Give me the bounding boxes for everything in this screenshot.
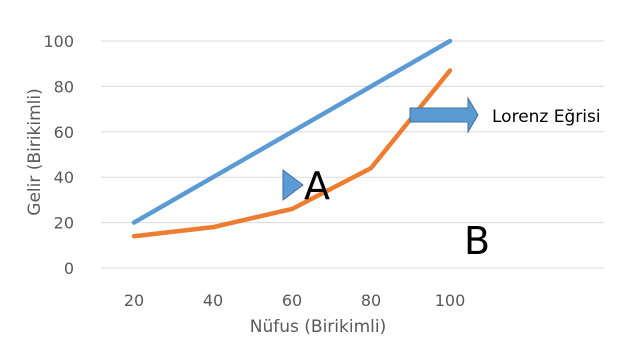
y-tick-label: 40 [54, 168, 74, 187]
y-tick-label: 0 [64, 259, 74, 278]
x-tick-label: 20 [124, 291, 144, 310]
lorenz-arrow-icon [409, 96, 479, 134]
series-lines [131, 38, 453, 239]
y-axis-title: Gelir (Birikimli) [25, 88, 45, 215]
x-tick-label: 60 [282, 291, 302, 310]
gridlines [101, 40, 604, 269]
lorenz-curve-label: Lorenz Eğrisi [492, 107, 601, 127]
lorenz-curve-line [131, 68, 453, 239]
area-a-arrow-icon [282, 169, 304, 201]
x-tick-label: 80 [361, 291, 381, 310]
y-tick-label: 80 [54, 77, 74, 96]
area-a-label: A [304, 164, 330, 208]
area-b-label: B [464, 219, 490, 263]
equality-line [131, 38, 453, 225]
x-tick-label: 40 [203, 291, 223, 310]
x-tick-labels: 20 40 60 80 100 [124, 291, 465, 310]
x-tick-label: 100 [435, 291, 466, 310]
y-tick-label: 20 [54, 214, 74, 233]
y-tick-label: 100 [43, 32, 74, 51]
y-tick-label: 60 [54, 123, 74, 142]
x-axis-title: Nüfus (Birikimli) [250, 317, 386, 337]
y-tick-labels: 0 20 40 60 80 100 [43, 32, 74, 278]
